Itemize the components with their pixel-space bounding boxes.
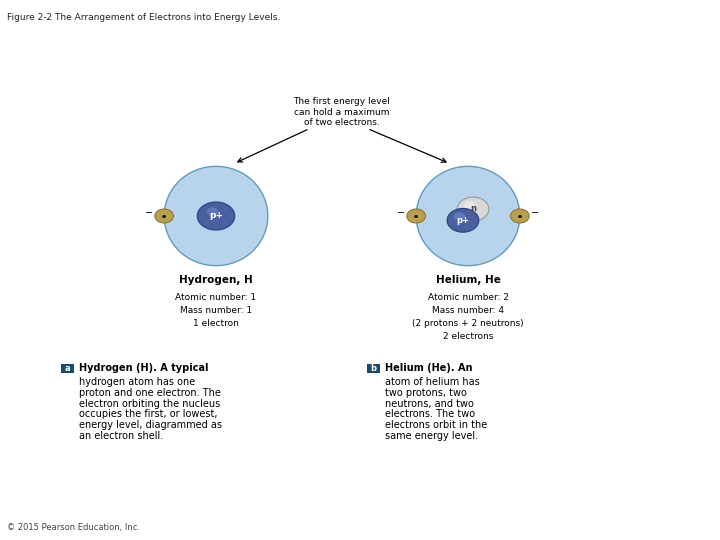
- Text: −: −: [531, 208, 539, 218]
- Text: Hydrogen (H). A typical: Hydrogen (H). A typical: [79, 363, 209, 373]
- Text: electrons orbit in the: electrons orbit in the: [385, 420, 487, 430]
- Text: Helium (He). An: Helium (He). An: [385, 363, 473, 373]
- Text: b: b: [371, 364, 377, 373]
- Ellipse shape: [164, 166, 268, 266]
- Text: Mass number: 4: Mass number: 4: [432, 306, 504, 315]
- Text: 1 electron: 1 electron: [193, 319, 239, 328]
- FancyBboxPatch shape: [61, 364, 74, 373]
- Text: Atomic number: 1: Atomic number: 1: [176, 293, 256, 302]
- Text: Figure 2-2 The Arrangement of Electrons into Energy Levels.: Figure 2-2 The Arrangement of Electrons …: [7, 14, 281, 23]
- Text: electrons. The two: electrons. The two: [385, 409, 475, 420]
- Text: an electron shell.: an electron shell.: [79, 431, 163, 441]
- Text: Atomic number: 2: Atomic number: 2: [428, 293, 508, 302]
- Text: e: e: [518, 213, 522, 219]
- Text: (2 protons + 2 neutrons): (2 protons + 2 neutrons): [412, 319, 524, 328]
- Circle shape: [407, 209, 426, 223]
- Text: occupies the first, or lowest,: occupies the first, or lowest,: [79, 409, 217, 420]
- Text: proton and one electron. The: proton and one electron. The: [79, 388, 221, 398]
- Text: e: e: [162, 213, 166, 219]
- Text: Mass number: 1: Mass number: 1: [180, 306, 252, 315]
- Text: The first energy level
can hold a maximum
of two electrons.: The first energy level can hold a maximu…: [294, 97, 390, 127]
- Text: atom of helium has: atom of helium has: [385, 377, 480, 387]
- Text: −: −: [145, 208, 153, 218]
- Text: a: a: [65, 364, 71, 373]
- Text: 2 electrons: 2 electrons: [443, 332, 493, 341]
- Text: © 2015 Pearson Education, Inc.: © 2015 Pearson Education, Inc.: [7, 523, 140, 532]
- Text: energy level, diagrammed as: energy level, diagrammed as: [79, 420, 222, 430]
- Circle shape: [464, 201, 475, 210]
- Text: neutrons, and two: neutrons, and two: [385, 399, 474, 409]
- Text: two protons, two: two protons, two: [385, 388, 467, 398]
- Ellipse shape: [416, 166, 520, 266]
- Text: p+: p+: [209, 212, 223, 220]
- Circle shape: [155, 209, 174, 223]
- Text: electron orbiting the nucleus: electron orbiting the nucleus: [79, 399, 220, 409]
- Text: hydrogen atom has one: hydrogen atom has one: [79, 377, 195, 387]
- Circle shape: [447, 208, 479, 232]
- Circle shape: [510, 209, 529, 223]
- Text: e: e: [414, 213, 418, 219]
- Text: Helium, He: Helium, He: [436, 275, 500, 286]
- Text: p+: p+: [456, 216, 469, 225]
- Text: Hydrogen, H: Hydrogen, H: [179, 275, 253, 286]
- FancyBboxPatch shape: [367, 364, 380, 373]
- Circle shape: [197, 202, 235, 230]
- Text: −: −: [397, 208, 405, 218]
- Circle shape: [207, 207, 218, 216]
- Circle shape: [454, 212, 465, 221]
- Text: n: n: [470, 205, 476, 213]
- Text: same energy level.: same energy level.: [385, 431, 478, 441]
- Circle shape: [457, 197, 489, 221]
